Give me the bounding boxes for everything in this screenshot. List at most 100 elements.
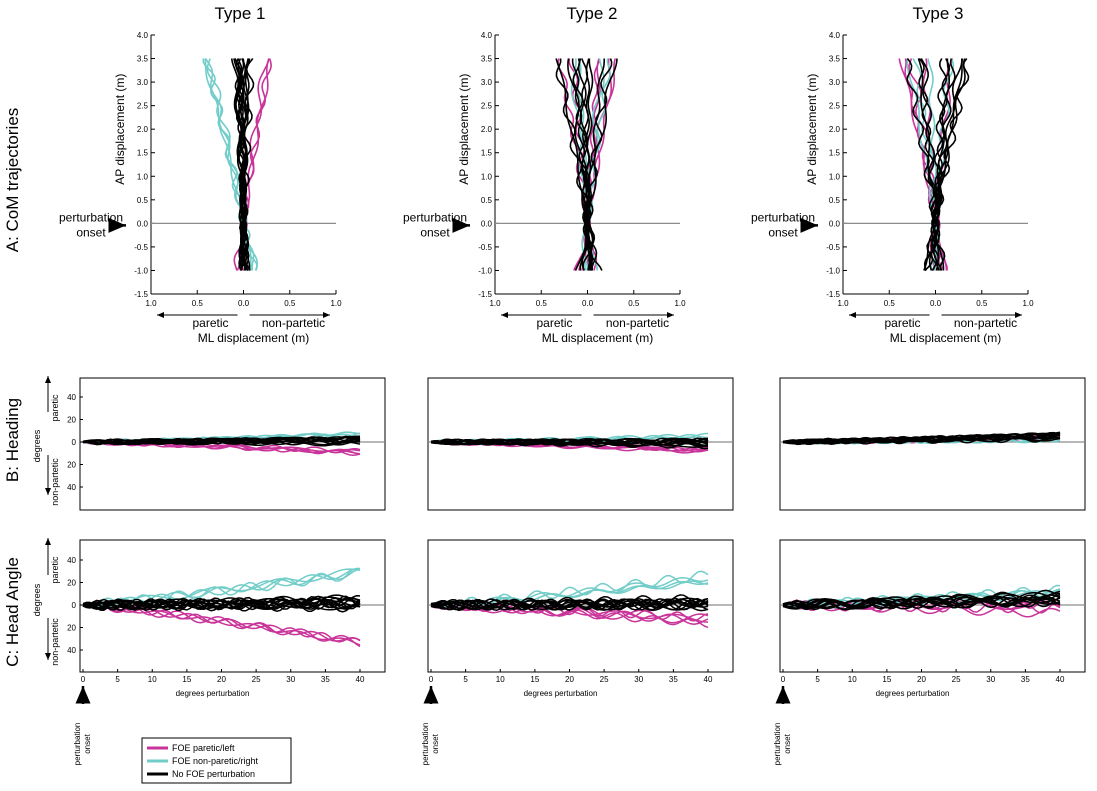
y-tick-label: 3.0	[481, 78, 493, 87]
nonparetic-label: non-partetic	[262, 316, 325, 330]
x-tick-label: 1.0	[330, 299, 342, 308]
panel-b-upper-label: paretic	[50, 394, 60, 422]
y-tick-label: 0.5	[137, 196, 149, 205]
y-axis-label: AP displacement (m)	[457, 74, 471, 185]
curve-no_foe	[82, 595, 361, 611]
x-tick-label: 0.5	[976, 299, 988, 308]
y-tick-label: 20	[67, 579, 76, 588]
x-tick-label: 10	[496, 675, 505, 684]
trajectory-no_foe	[582, 58, 613, 271]
curve-no_foe	[82, 436, 361, 446]
onset-label-line1: perturbation	[421, 723, 430, 766]
x-tick-label: 35	[321, 675, 330, 684]
curve-no_foe	[782, 596, 1061, 610]
onset-label-line1: perturbation	[773, 723, 782, 766]
panel-c-type2: 0 5 10 15 20 25 30 35 40 degrees perturbation pert…	[421, 539, 734, 766]
panel-b-type3	[779, 377, 1086, 511]
y-tick-label: 3.0	[829, 78, 841, 87]
x-tick-label: 35	[1021, 675, 1030, 684]
x-tick-label: 1.0	[1022, 299, 1034, 308]
y-axis-label: AP displacement (m)	[805, 74, 819, 185]
x-tick-label: 15	[882, 675, 891, 684]
x-tick-label: 30	[634, 675, 643, 684]
x-tick-label: 25	[600, 675, 609, 684]
y-tick-label: -1.0	[134, 266, 148, 275]
panel-a-type2: 4.03.53.02.52.01.51.00.50.0-0.5-1.0-1.51…	[403, 31, 686, 345]
y-axis-label: AP displacement (m)	[113, 74, 127, 185]
curve-no_foe	[782, 596, 1061, 611]
panel-a-type1: 4.03.53.02.52.01.51.00.50.0-0.5-1.0-1.51…	[59, 31, 342, 345]
onset-label-line2: onset	[768, 225, 798, 239]
y-tick-label: 40	[67, 646, 76, 655]
y-tick-label: 40	[67, 483, 76, 492]
plot-frame	[79, 539, 386, 673]
x-tick-label: 20	[217, 675, 226, 684]
x-tick-label: 0	[81, 675, 86, 684]
trajectory-no_foe	[930, 58, 951, 271]
x-tick-label: 0.0	[930, 299, 942, 308]
x-axis-label: ML displacement (m)	[198, 331, 310, 345]
x-tick-label: 0.5	[884, 299, 896, 308]
paretic-label: paretic	[536, 316, 572, 330]
y-tick-label: 1.0	[829, 172, 841, 181]
x-tick-label: 1.0	[674, 299, 686, 308]
y-tick-label: 4.0	[481, 31, 493, 40]
y-tick-label: 2.5	[829, 102, 841, 111]
panel-c-type1: 40 20 0 20 40 0 5 10 15 20 25 30 35 40 degrees perturb…	[67, 539, 386, 765]
onset-label-line1: perturbation	[59, 210, 123, 224]
row-label-a: A: CoM trajectories	[3, 108, 22, 253]
panel-c-lower-label: non-partetic	[50, 618, 60, 666]
plot-frame	[427, 539, 734, 673]
panel-c-side-label: paretic degrees non-partetic	[32, 538, 60, 666]
x-tick-label: 40	[356, 675, 365, 684]
x-tick-label: 15	[530, 675, 539, 684]
trajectory-no_foe	[917, 58, 945, 271]
onset-label-line2: onset	[83, 733, 92, 753]
y-tick-label: 1.0	[481, 172, 493, 181]
y-tick-label: 3.5	[481, 55, 493, 64]
x-tick-label: 25	[252, 675, 261, 684]
x-tick-label: 1.0	[145, 299, 157, 308]
y-tick-label: 2.0	[137, 125, 149, 134]
x-tick-label: 0	[429, 675, 434, 684]
panel-b-ylabel: degrees	[32, 429, 42, 462]
y-tick-label: -0.5	[134, 243, 148, 252]
x-tick-label: 0.5	[536, 299, 548, 308]
trajectory-no_foe	[923, 58, 963, 271]
x-tick-label: 10	[848, 675, 857, 684]
curve-no_foe	[430, 597, 709, 610]
y-tick-label: 4.0	[137, 31, 149, 40]
onset-label-line1: perturbation	[403, 210, 467, 224]
curve-no_foe	[782, 432, 1061, 445]
y-tick-label: -0.5	[478, 243, 492, 252]
row-label-b: B: Heading	[3, 398, 22, 482]
column-title-1: Type 1	[214, 4, 265, 23]
trajectory-no_foe	[920, 58, 943, 271]
plot-frame	[779, 377, 1086, 511]
x-tick-label: 15	[182, 675, 191, 684]
curve-foe_paretic	[82, 439, 361, 454]
plot-frame	[79, 377, 386, 511]
row-label-c: C: Head Angle	[3, 557, 22, 667]
y-tick-label: 2.0	[829, 125, 841, 134]
y-tick-label: 2.5	[481, 102, 493, 111]
x-tick-label: 20	[917, 675, 926, 684]
legend: FOE paretic/left FOE non-paretic/right N…	[141, 737, 292, 784]
trajectory-no_foe	[585, 58, 593, 271]
y-tick-label: 0	[72, 438, 77, 447]
onset-label-line2: onset	[431, 733, 440, 753]
y-tick-label: -1.5	[134, 290, 148, 299]
trajectory-no_foe	[238, 58, 255, 271]
x-tick-label: 0	[781, 675, 786, 684]
y-tick-label: -1.0	[826, 266, 840, 275]
y-tick-label: 40	[67, 556, 76, 565]
y-tick-label: 2.5	[137, 102, 149, 111]
curve-foe_paretic	[82, 604, 361, 646]
y-tick-label: 20	[67, 461, 76, 470]
y-tick-label: 0.0	[829, 219, 841, 228]
panel-b-type2	[427, 377, 734, 511]
panel-c-ylabel: degrees	[32, 583, 42, 616]
x-axis-label: degrees perturbation	[876, 689, 950, 698]
y-tick-label: 20	[67, 416, 76, 425]
trajectory-no_foe	[555, 58, 594, 271]
